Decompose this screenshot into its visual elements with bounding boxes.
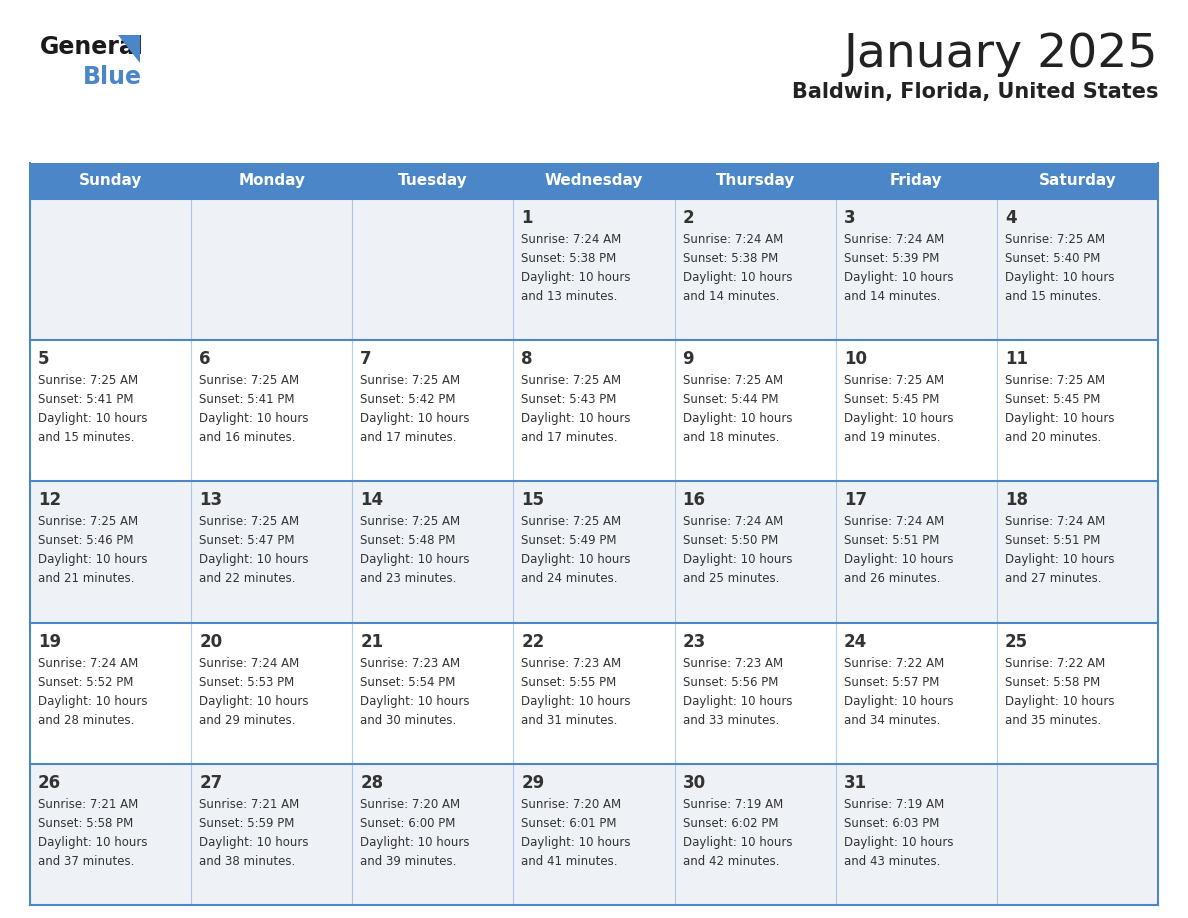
Text: 1: 1: [522, 209, 533, 227]
Text: 29: 29: [522, 774, 544, 792]
Text: 20: 20: [200, 633, 222, 651]
Bar: [30, 622, 1158, 764]
Text: Sunrise: 7:25 AM
Sunset: 5:41 PM
Daylight: 10 hours
and 15 minutes.: Sunrise: 7:25 AM Sunset: 5:41 PM Dayligh…: [38, 375, 147, 444]
Text: 14: 14: [360, 491, 384, 509]
Text: 15: 15: [522, 491, 544, 509]
Text: Sunrise: 7:24 AM
Sunset: 5:39 PM
Daylight: 10 hours
and 14 minutes.: Sunrise: 7:24 AM Sunset: 5:39 PM Dayligh…: [843, 233, 953, 303]
Text: Sunrise: 7:23 AM
Sunset: 5:55 PM
Daylight: 10 hours
and 31 minutes.: Sunrise: 7:23 AM Sunset: 5:55 PM Dayligh…: [522, 656, 631, 727]
Text: 3: 3: [843, 209, 855, 227]
Text: Sunrise: 7:22 AM
Sunset: 5:58 PM
Daylight: 10 hours
and 35 minutes.: Sunrise: 7:22 AM Sunset: 5:58 PM Dayligh…: [1005, 656, 1114, 727]
Text: Sunrise: 7:19 AM
Sunset: 6:02 PM
Daylight: 10 hours
and 42 minutes.: Sunrise: 7:19 AM Sunset: 6:02 PM Dayligh…: [683, 798, 792, 868]
Text: Sunrise: 7:25 AM
Sunset: 5:45 PM
Daylight: 10 hours
and 19 minutes.: Sunrise: 7:25 AM Sunset: 5:45 PM Dayligh…: [843, 375, 953, 444]
Bar: [30, 481, 1158, 622]
Text: Sunrise: 7:23 AM
Sunset: 5:54 PM
Daylight: 10 hours
and 30 minutes.: Sunrise: 7:23 AM Sunset: 5:54 PM Dayligh…: [360, 656, 469, 727]
Text: 10: 10: [843, 350, 867, 368]
Text: Sunrise: 7:25 AM
Sunset: 5:48 PM
Daylight: 10 hours
and 23 minutes.: Sunrise: 7:25 AM Sunset: 5:48 PM Dayligh…: [360, 515, 469, 586]
Text: Sunrise: 7:24 AM
Sunset: 5:51 PM
Daylight: 10 hours
and 27 minutes.: Sunrise: 7:24 AM Sunset: 5:51 PM Dayligh…: [1005, 515, 1114, 586]
Text: 9: 9: [683, 350, 694, 368]
Text: General: General: [40, 35, 144, 59]
Text: Thursday: Thursday: [715, 174, 795, 188]
Text: Sunday: Sunday: [78, 174, 143, 188]
Text: Sunrise: 7:25 AM
Sunset: 5:45 PM
Daylight: 10 hours
and 20 minutes.: Sunrise: 7:25 AM Sunset: 5:45 PM Dayligh…: [1005, 375, 1114, 444]
Text: 5: 5: [38, 350, 50, 368]
Text: 31: 31: [843, 774, 867, 792]
Text: Tuesday: Tuesday: [398, 174, 468, 188]
Text: Sunrise: 7:19 AM
Sunset: 6:03 PM
Daylight: 10 hours
and 43 minutes.: Sunrise: 7:19 AM Sunset: 6:03 PM Dayligh…: [843, 798, 953, 868]
Text: Sunrise: 7:24 AM
Sunset: 5:38 PM
Daylight: 10 hours
and 14 minutes.: Sunrise: 7:24 AM Sunset: 5:38 PM Dayligh…: [683, 233, 792, 303]
Text: 12: 12: [38, 491, 61, 509]
Text: Blue: Blue: [83, 65, 143, 89]
Text: Friday: Friday: [890, 174, 942, 188]
Text: Sunrise: 7:25 AM
Sunset: 5:44 PM
Daylight: 10 hours
and 18 minutes.: Sunrise: 7:25 AM Sunset: 5:44 PM Dayligh…: [683, 375, 792, 444]
Text: 26: 26: [38, 774, 61, 792]
Text: 13: 13: [200, 491, 222, 509]
Bar: [30, 163, 1158, 199]
Text: Sunrise: 7:21 AM
Sunset: 5:59 PM
Daylight: 10 hours
and 38 minutes.: Sunrise: 7:21 AM Sunset: 5:59 PM Dayligh…: [200, 798, 309, 868]
Text: January 2025: January 2025: [843, 32, 1158, 77]
Text: 16: 16: [683, 491, 706, 509]
Text: 2: 2: [683, 209, 694, 227]
Text: Sunrise: 7:24 AM
Sunset: 5:52 PM
Daylight: 10 hours
and 28 minutes.: Sunrise: 7:24 AM Sunset: 5:52 PM Dayligh…: [38, 656, 147, 727]
Text: 25: 25: [1005, 633, 1028, 651]
Bar: [30, 764, 1158, 905]
Text: 28: 28: [360, 774, 384, 792]
Text: Sunrise: 7:25 AM
Sunset: 5:41 PM
Daylight: 10 hours
and 16 minutes.: Sunrise: 7:25 AM Sunset: 5:41 PM Dayligh…: [200, 375, 309, 444]
Text: 18: 18: [1005, 491, 1028, 509]
Text: 4: 4: [1005, 209, 1017, 227]
Text: 8: 8: [522, 350, 533, 368]
Text: Sunrise: 7:23 AM
Sunset: 5:56 PM
Daylight: 10 hours
and 33 minutes.: Sunrise: 7:23 AM Sunset: 5:56 PM Dayligh…: [683, 656, 792, 727]
Text: Sunrise: 7:24 AM
Sunset: 5:53 PM
Daylight: 10 hours
and 29 minutes.: Sunrise: 7:24 AM Sunset: 5:53 PM Dayligh…: [200, 656, 309, 727]
Polygon shape: [118, 35, 140, 63]
Text: Sunrise: 7:25 AM
Sunset: 5:40 PM
Daylight: 10 hours
and 15 minutes.: Sunrise: 7:25 AM Sunset: 5:40 PM Dayligh…: [1005, 233, 1114, 303]
Text: 6: 6: [200, 350, 210, 368]
Text: Sunrise: 7:21 AM
Sunset: 5:58 PM
Daylight: 10 hours
and 37 minutes.: Sunrise: 7:21 AM Sunset: 5:58 PM Dayligh…: [38, 798, 147, 868]
Text: Sunrise: 7:24 AM
Sunset: 5:50 PM
Daylight: 10 hours
and 25 minutes.: Sunrise: 7:24 AM Sunset: 5:50 PM Dayligh…: [683, 515, 792, 586]
Text: Sunrise: 7:20 AM
Sunset: 6:01 PM
Daylight: 10 hours
and 41 minutes.: Sunrise: 7:20 AM Sunset: 6:01 PM Dayligh…: [522, 798, 631, 868]
Text: Sunrise: 7:24 AM
Sunset: 5:38 PM
Daylight: 10 hours
and 13 minutes.: Sunrise: 7:24 AM Sunset: 5:38 PM Dayligh…: [522, 233, 631, 303]
Bar: [30, 199, 1158, 341]
Text: Saturday: Saturday: [1038, 174, 1117, 188]
Text: Sunrise: 7:24 AM
Sunset: 5:51 PM
Daylight: 10 hours
and 26 minutes.: Sunrise: 7:24 AM Sunset: 5:51 PM Dayligh…: [843, 515, 953, 586]
Text: 7: 7: [360, 350, 372, 368]
Text: 11: 11: [1005, 350, 1028, 368]
Text: Sunrise: 7:25 AM
Sunset: 5:47 PM
Daylight: 10 hours
and 22 minutes.: Sunrise: 7:25 AM Sunset: 5:47 PM Dayligh…: [200, 515, 309, 586]
Text: 24: 24: [843, 633, 867, 651]
Text: 17: 17: [843, 491, 867, 509]
Text: 27: 27: [200, 774, 222, 792]
Text: Sunrise: 7:25 AM
Sunset: 5:43 PM
Daylight: 10 hours
and 17 minutes.: Sunrise: 7:25 AM Sunset: 5:43 PM Dayligh…: [522, 375, 631, 444]
Text: Monday: Monday: [239, 174, 305, 188]
Text: Sunrise: 7:25 AM
Sunset: 5:46 PM
Daylight: 10 hours
and 21 minutes.: Sunrise: 7:25 AM Sunset: 5:46 PM Dayligh…: [38, 515, 147, 586]
Text: 22: 22: [522, 633, 544, 651]
Text: 21: 21: [360, 633, 384, 651]
Text: 30: 30: [683, 774, 706, 792]
Text: Sunrise: 7:20 AM
Sunset: 6:00 PM
Daylight: 10 hours
and 39 minutes.: Sunrise: 7:20 AM Sunset: 6:00 PM Dayligh…: [360, 798, 469, 868]
Text: Sunrise: 7:22 AM
Sunset: 5:57 PM
Daylight: 10 hours
and 34 minutes.: Sunrise: 7:22 AM Sunset: 5:57 PM Dayligh…: [843, 656, 953, 727]
Text: 23: 23: [683, 633, 706, 651]
Text: Sunrise: 7:25 AM
Sunset: 5:49 PM
Daylight: 10 hours
and 24 minutes.: Sunrise: 7:25 AM Sunset: 5:49 PM Dayligh…: [522, 515, 631, 586]
Text: Wednesday: Wednesday: [545, 174, 643, 188]
Text: Baldwin, Florida, United States: Baldwin, Florida, United States: [791, 82, 1158, 102]
Text: 19: 19: [38, 633, 61, 651]
Bar: [30, 341, 1158, 481]
Text: Sunrise: 7:25 AM
Sunset: 5:42 PM
Daylight: 10 hours
and 17 minutes.: Sunrise: 7:25 AM Sunset: 5:42 PM Dayligh…: [360, 375, 469, 444]
